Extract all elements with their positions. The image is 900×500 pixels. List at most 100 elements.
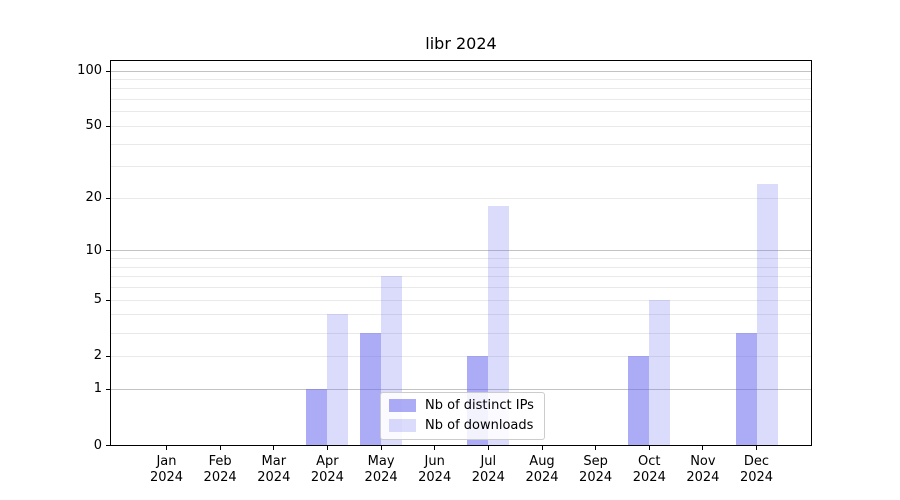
- gridline-minor: [111, 355, 811, 357]
- legend-row: Nb of downloads: [389, 418, 534, 433]
- y-tick-label: 1: [93, 381, 102, 397]
- bar-nb-of-downloads: [756, 183, 778, 445]
- gridline-minor: [111, 111, 811, 113]
- y-tick-mark: [106, 355, 110, 357]
- y-tick-mark: [106, 70, 110, 72]
- legend-label: Nb of distinct IPs: [425, 398, 534, 413]
- y-tick-mark: [106, 445, 110, 446]
- x-tick-label-apr: Apr 2024: [299, 454, 355, 486]
- y-tick-label: 50: [85, 118, 102, 134]
- chart-title: libr 2024: [425, 34, 497, 53]
- month-label: Nov: [690, 454, 716, 469]
- month-label: Feb: [208, 454, 232, 469]
- y-tick-label: 20: [85, 190, 102, 206]
- gridline-minor: [111, 79, 811, 80]
- x-tick-label-jun: Jun 2024: [407, 454, 463, 486]
- gridline-minor: [111, 88, 811, 90]
- y-tick-mark: [106, 299, 110, 301]
- y-tick-mark: [106, 125, 110, 127]
- bar-nb-of-distinct-ips: [306, 388, 328, 445]
- month-label: Mar: [261, 454, 287, 469]
- x-tick-mark: [434, 446, 436, 450]
- gridline-minor: [111, 99, 811, 101]
- y-tick-label: 5: [93, 292, 102, 308]
- year-label: 2024: [310, 470, 344, 485]
- legend-label: Nb of downloads: [425, 418, 534, 433]
- gridline-minor: [111, 197, 811, 199]
- x-tick-label-feb: Feb 2024: [192, 454, 248, 486]
- gridline-minor: [111, 143, 811, 145]
- x-tick-label-oct: Oct 2024: [621, 454, 677, 486]
- year-label: 2024: [739, 470, 774, 485]
- x-tick-mark: [648, 446, 650, 450]
- y-tick-label: 100: [77, 63, 102, 78]
- x-tick-label-nov: Nov 2024: [675, 454, 731, 486]
- x-tick-mark: [702, 446, 704, 450]
- y-tick-label: 10: [85, 242, 102, 258]
- gridline-major: [111, 250, 811, 252]
- x-tick-mark: [273, 446, 275, 450]
- gridline-minor: [111, 314, 811, 316]
- x-tick-mark: [166, 446, 167, 450]
- y-tick-label: 2: [93, 348, 102, 364]
- month-label: Apr: [316, 454, 339, 469]
- gridline-minor: [111, 287, 811, 289]
- y-tick-label: 0: [93, 437, 102, 453]
- x-tick-label-may: May 2024: [353, 454, 409, 486]
- x-tick-mark: [219, 446, 221, 450]
- month-label: Dec: [743, 454, 770, 469]
- x-tick-label-jul: Jul 2024: [460, 454, 516, 486]
- x-tick-mark: [380, 446, 382, 450]
- bar-nb-of-downloads: [488, 206, 510, 445]
- bar-nb-of-distinct-ips: [360, 332, 382, 445]
- gridline-minor: [111, 125, 811, 127]
- x-tick-mark: [595, 446, 597, 450]
- year-label: 2024: [632, 470, 666, 485]
- legend-swatch-icon: [389, 399, 416, 412]
- x-tick-label-aug: Aug 2024: [514, 454, 570, 486]
- x-tick-mark: [487, 446, 489, 450]
- month-label: Oct: [638, 454, 661, 469]
- bar-nb-of-distinct-ips: [735, 332, 757, 445]
- month-label: Jan: [156, 454, 177, 469]
- gridline-minor: [111, 166, 811, 168]
- year-label: 2024: [149, 470, 184, 485]
- gridline-major: [111, 388, 811, 390]
- year-label: 2024: [525, 470, 559, 485]
- bar-nb-of-downloads: [327, 314, 349, 445]
- y-tick-mark: [106, 388, 110, 390]
- x-tick-mark: [326, 446, 328, 450]
- year-label: 2024: [203, 470, 237, 485]
- legend: Nb of distinct IPs Nb of downloads: [380, 392, 545, 440]
- x-tick-label-jan: Jan 2024: [139, 454, 195, 486]
- legend-swatch-icon: [389, 419, 416, 432]
- year-label: 2024: [257, 470, 291, 485]
- x-tick-mark: [756, 446, 757, 450]
- x-tick-label-sep: Sep 2024: [568, 454, 624, 486]
- gridline-minor: [111, 258, 811, 260]
- plot-area: [110, 60, 812, 446]
- bar-nb-of-downloads: [649, 299, 671, 445]
- month-label: Aug: [529, 454, 555, 469]
- y-tick-mark: [106, 250, 110, 252]
- month-label: Jul: [480, 454, 497, 469]
- year-label: 2024: [364, 470, 398, 485]
- bar-nb-of-distinct-ips: [628, 355, 650, 445]
- year-label: 2024: [686, 470, 720, 485]
- gridline-minor: [111, 276, 811, 278]
- gridline-minor: [111, 266, 811, 268]
- month-label: May: [367, 454, 395, 469]
- year-label: 2024: [471, 470, 505, 485]
- month-label: Jun: [424, 454, 445, 469]
- month-label: Sep: [583, 454, 608, 469]
- gridline-minor: [111, 332, 811, 334]
- year-label: 2024: [579, 470, 613, 485]
- gridline-minor: [111, 299, 811, 301]
- y-tick-mark: [106, 197, 110, 199]
- gridline-major: [111, 70, 811, 72]
- x-tick-label-dec: Dec 2024: [729, 454, 785, 486]
- year-label: 2024: [418, 470, 452, 485]
- x-tick-mark: [541, 446, 543, 450]
- x-tick-label-mar: Mar 2024: [246, 454, 302, 486]
